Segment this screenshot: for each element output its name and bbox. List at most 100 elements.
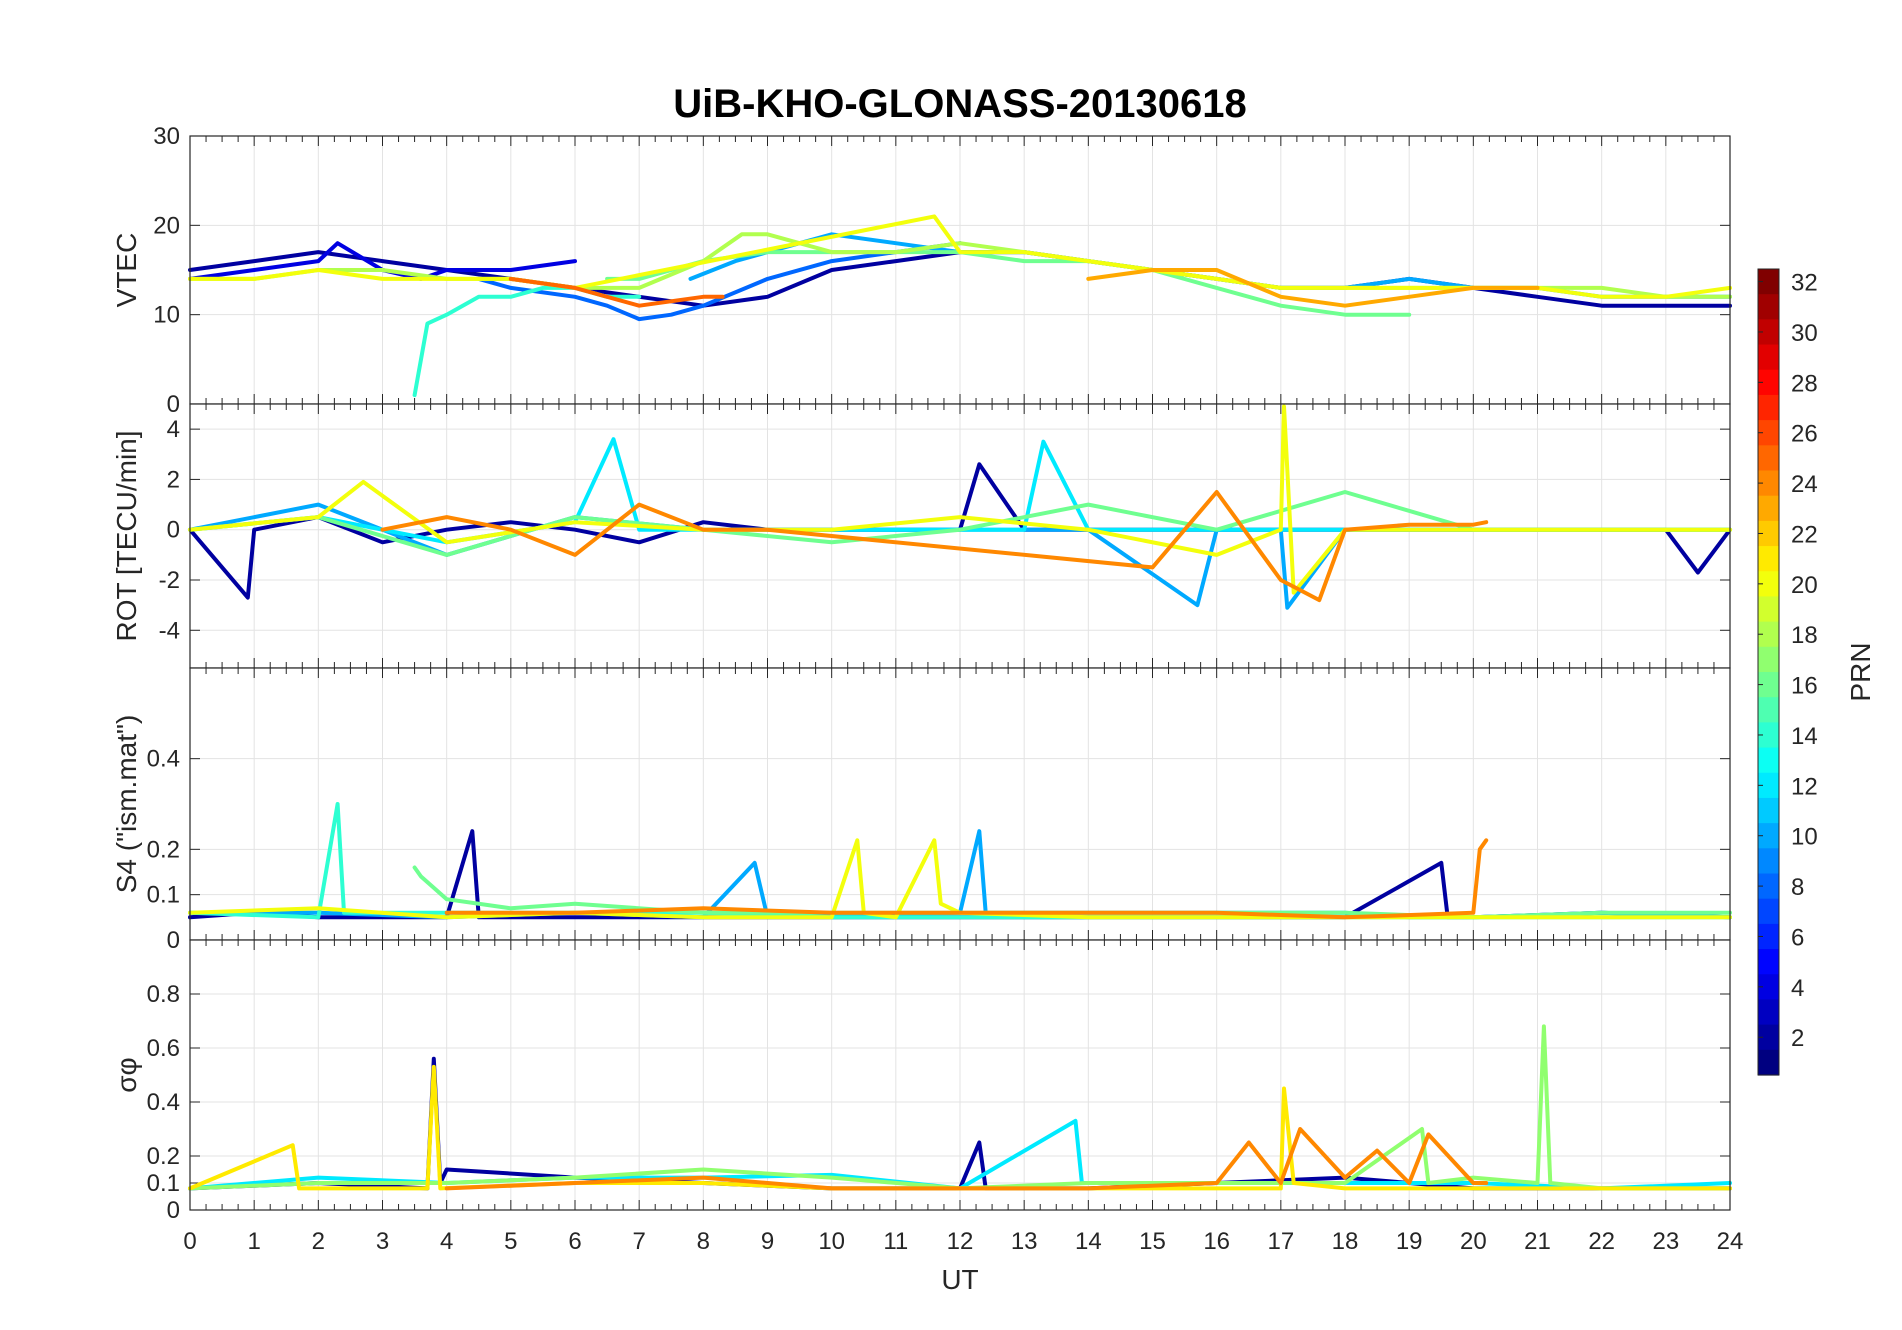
x-tick-label: 22 [1588,1228,1615,1255]
colorbar-tick-label: 14 [1791,723,1818,750]
y-tick-label: 10 [153,302,180,329]
colorbar-tick-label: 8 [1791,874,1804,901]
y-tick-label: 4 [167,416,180,443]
x-tick-label: 12 [947,1228,974,1255]
colorbar-tick-label: 12 [1791,773,1818,800]
series-prn-25 [508,276,725,308]
y-axis-label-rot: ROT [TECU/min] [111,430,142,641]
colorbar-tick-label: 4 [1791,975,1804,1002]
colorbar-segment [1758,747,1779,774]
x-tick-label: 10 [818,1228,845,1255]
x-tick-labels: 0 1 2 3 4 5 6 7 8 9 10 11 12 13 14 15 16 17 18 19 20 21 22 23 24 [183,1228,1743,1255]
colorbar-segment [1758,269,1779,295]
colorbar-segment [1758,772,1779,799]
x-tick-label: 8 [697,1228,710,1255]
colorbar-segment [1758,722,1779,749]
x-tick-label: 7 [632,1228,645,1255]
colorbar-tick-label: 18 [1791,622,1818,649]
colorbar-tick-label: 28 [1791,370,1818,397]
y-tick-label: 0 [167,927,180,954]
x-tick-label: 6 [568,1228,581,1255]
x-tick-label: 2 [312,1228,325,1255]
y-tick-label: 2 [167,466,180,493]
panel-vtec: 30 20 10 0 VTEC [111,123,1732,418]
x-tick-label: 11 [883,1228,908,1255]
x-tick-label: 24 [1717,1228,1744,1255]
y-tick-label: 0.1 [147,1170,180,1197]
y-tick-label: 0.4 [147,1089,180,1116]
colorbar-segment [1758,344,1779,371]
x-tick-label: 14 [1075,1228,1102,1255]
colorbar-frame [1757,268,1780,1076]
colorbar-segment [1758,294,1779,320]
y-tick-label: 0 [167,1197,180,1224]
y-axis-label-sigma: σφ [111,1057,142,1092]
y-tick-label: -4 [159,617,180,644]
colorbar-segment [1758,873,1779,900]
colorbar-segment [1758,646,1779,673]
colorbar-segment [1758,797,1779,824]
x-tick-label: 13 [1011,1228,1038,1255]
colorbar-tick-label: 24 [1791,471,1818,498]
y-tick-label: 30 [153,123,180,150]
colorbar-segment [1758,823,1779,849]
colorbar-segment [1758,848,1779,875]
y-axis-label-s4: S4 ("ism.mat") [111,715,142,894]
colorbar-segment [1758,697,1779,723]
colorbar-segment [1758,369,1779,396]
y-tick-label: -2 [159,567,180,594]
colorbar: 32 30 28 26 24 22 20 18 16 14 12 10 8 6 4 2 PRN [1757,268,1876,1076]
x-tick-label: 17 [1267,1228,1294,1255]
y-tick-label: 0 [167,391,180,418]
colorbar-tick-label: 6 [1791,924,1804,951]
x-tick-label: 15 [1139,1228,1166,1255]
x-tick-label: 16 [1203,1228,1230,1255]
x-tick-label: 4 [440,1228,453,1255]
panel-s4: 0.4 0.2 0.1 0 S4 ("ism.mat") [111,667,1732,954]
x-axis-label: UT [941,1264,978,1295]
x-tick-label: 0 [183,1228,196,1255]
x-tick-label: 3 [376,1228,389,1255]
y-tick-label: 0 [167,517,180,544]
x-tick-label: 18 [1332,1228,1359,1255]
x-tick-label: 1 [247,1228,260,1255]
colorbar-segment [1758,923,1779,950]
y-tick-label: 0.1 [147,882,180,909]
colorbar-tick-label: 16 [1791,673,1818,700]
colorbar-tick-label: 2 [1791,1025,1804,1052]
x-tick-label: 5 [504,1228,517,1255]
colorbar-segment [1758,394,1779,421]
y-tick-label: 0.6 [147,1035,180,1062]
colorbar-segment [1758,898,1779,925]
y-tick-label: 20 [153,212,180,239]
colorbar-tick-label: 10 [1791,824,1818,851]
colorbar-segment [1758,546,1779,572]
series-prn-8 [476,241,962,322]
colorbar-label: PRN [1845,642,1876,701]
colorbar-segment [1758,445,1779,472]
colorbar-tick-label: 22 [1791,521,1818,548]
colorbar-segment [1758,949,1779,975]
x-tick-label: 9 [761,1228,774,1255]
colorbar-segment [1758,1049,1779,1076]
x-tick-label: 21 [1524,1228,1551,1255]
panel-rot: 4 2 0 -2 -4 ROT [TECU/min] [111,403,1732,669]
x-tick-label: 20 [1460,1228,1487,1255]
colorbar-segment [1758,319,1779,346]
y-tick-label: 0.8 [147,981,180,1008]
colorbar-tick-label: 32 [1791,270,1818,297]
colorbar-tick-label: 26 [1791,421,1818,448]
colorbar-segment [1758,1024,1779,1051]
colorbar-segment [1758,470,1779,497]
series-prn-24 [444,1127,1489,1191]
x-tick-label: 23 [1652,1228,1679,1255]
colorbar-segment [1758,520,1779,547]
y-tick-label: 0.2 [147,1143,180,1170]
plot-frame-sigma [189,939,1731,1211]
chart-title: UiB-KHO-GLONASS-20130618 [673,82,1247,126]
colorbar-segment [1758,621,1779,648]
colorbar-segment [1758,571,1779,598]
colorbar-segment [1758,596,1779,623]
y-tick-label: 0.4 [147,746,180,773]
